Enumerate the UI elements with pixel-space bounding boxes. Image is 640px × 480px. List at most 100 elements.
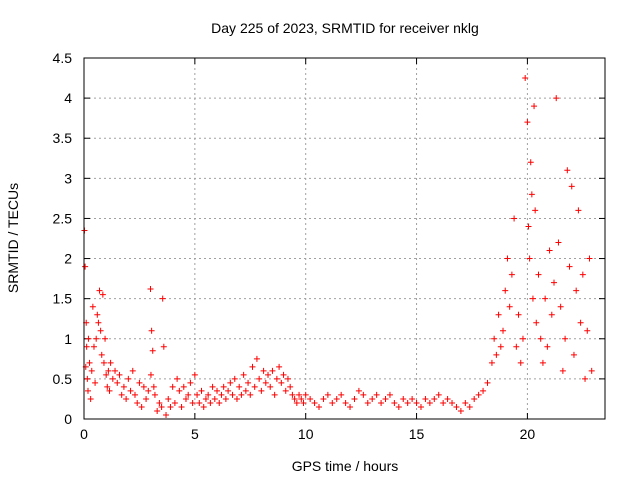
data-point	[409, 395, 416, 402]
y-tick-label: 4.5	[53, 50, 73, 66]
data-point	[300, 399, 307, 406]
data-point	[582, 375, 589, 382]
data-point	[347, 403, 354, 410]
data-point	[528, 191, 535, 198]
data-point	[148, 327, 155, 334]
data-point	[100, 359, 107, 366]
data-point	[120, 383, 127, 390]
data-point	[524, 119, 531, 126]
data-point	[526, 255, 533, 262]
data-point	[143, 395, 150, 402]
data-point	[426, 399, 433, 406]
data-point	[400, 395, 407, 402]
data-point	[280, 371, 287, 378]
data-point	[502, 287, 509, 294]
data-point	[191, 371, 198, 378]
data-point	[238, 391, 245, 398]
data-point	[93, 335, 100, 342]
plot-frame	[83, 57, 606, 420]
y-tick-label: 0.5	[53, 371, 73, 387]
data-point	[174, 375, 181, 382]
data-point	[296, 391, 303, 398]
data-point	[491, 335, 498, 342]
data-point	[382, 395, 389, 402]
data-point	[220, 383, 227, 390]
data-point	[273, 375, 280, 382]
x-tick-label: 0	[80, 426, 88, 442]
data-point	[539, 359, 546, 366]
data-point	[253, 355, 260, 362]
data-point	[342, 399, 349, 406]
data-point	[94, 311, 101, 318]
data-point	[542, 295, 549, 302]
data-point	[233, 395, 240, 402]
y-tick-label: 2.5	[53, 210, 73, 226]
data-point	[462, 399, 469, 406]
data-point	[559, 367, 566, 374]
y-tick-label: 4	[64, 90, 72, 106]
data-point	[227, 379, 234, 386]
data-point	[533, 319, 540, 326]
data-point	[484, 379, 491, 386]
data-point	[413, 399, 420, 406]
data-point	[586, 255, 593, 262]
data-point	[276, 363, 283, 370]
data-point	[116, 371, 123, 378]
data-point	[475, 391, 482, 398]
data-point	[293, 399, 300, 406]
data-point	[151, 391, 158, 398]
data-point	[579, 271, 586, 278]
data-point	[99, 291, 106, 298]
data-points	[81, 75, 595, 418]
data-point	[422, 395, 429, 402]
data-point	[256, 375, 263, 382]
data-point	[150, 383, 157, 390]
data-point	[262, 379, 269, 386]
data-point	[251, 383, 258, 390]
data-point	[333, 395, 340, 402]
data-point	[511, 215, 518, 222]
data-point	[103, 371, 110, 378]
data-point	[287, 383, 294, 390]
data-point	[435, 391, 442, 398]
data-point	[158, 403, 165, 410]
data-point	[134, 399, 141, 406]
data-point	[493, 351, 500, 358]
data-point	[90, 343, 97, 350]
data-point	[575, 207, 582, 214]
data-point	[84, 387, 91, 394]
data-point	[480, 387, 487, 394]
data-point	[236, 383, 243, 390]
data-point	[118, 391, 125, 398]
data-point	[378, 399, 385, 406]
data-point	[531, 103, 538, 110]
data-point	[517, 359, 524, 366]
data-point	[440, 399, 447, 406]
data-point	[147, 371, 154, 378]
data-point	[105, 367, 112, 374]
data-point	[160, 343, 167, 350]
data-point	[506, 303, 513, 310]
data-point	[92, 379, 99, 386]
data-point	[163, 411, 170, 418]
data-point	[85, 335, 92, 342]
data-point	[127, 387, 134, 394]
data-point	[316, 403, 323, 410]
data-point	[444, 395, 451, 402]
data-point	[508, 271, 515, 278]
data-point	[205, 391, 212, 398]
data-point	[156, 399, 163, 406]
data-point	[291, 395, 298, 402]
data-point	[535, 271, 542, 278]
data-point	[189, 399, 196, 406]
data-point	[200, 403, 207, 410]
data-point	[207, 399, 214, 406]
data-point	[149, 347, 156, 354]
grid-lines	[84, 58, 605, 419]
data-point	[417, 403, 424, 410]
data-point	[182, 395, 189, 402]
data-point	[198, 387, 205, 394]
data-point	[178, 403, 185, 410]
data-point	[104, 383, 111, 390]
data-point	[386, 391, 393, 398]
